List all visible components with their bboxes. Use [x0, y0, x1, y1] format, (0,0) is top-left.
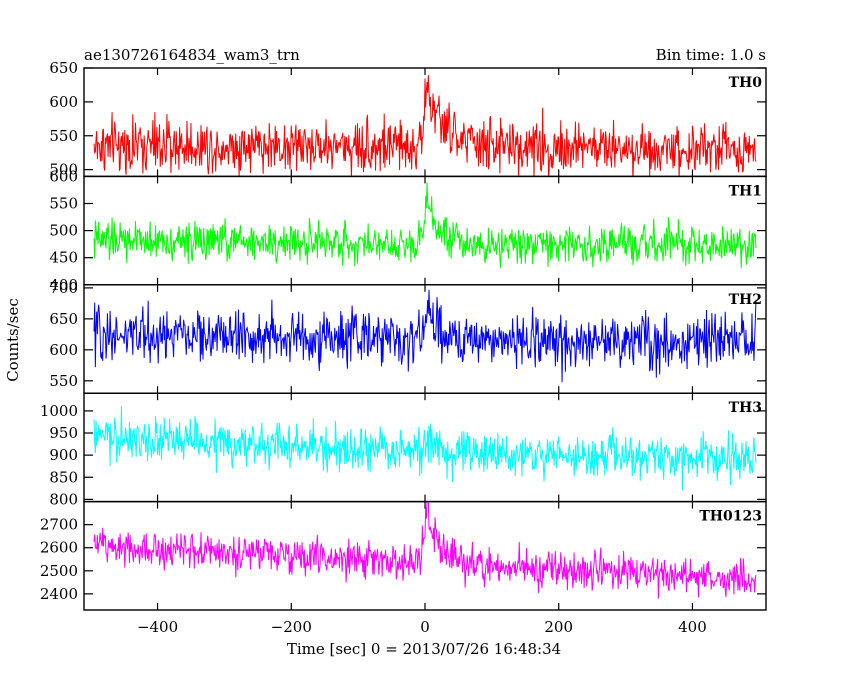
x-axis-label: Time [sec] 0 = 2013/07/26 16:48:34 — [287, 640, 561, 658]
y-tick-label: 2700 — [40, 516, 78, 534]
panel-label: TH0123 — [699, 509, 762, 525]
y-tick-label: 2600 — [40, 539, 78, 557]
y-tick-label: 700 — [49, 279, 78, 297]
panel-th0123: 2400 2500 2600 2700 TH0123 — [40, 500, 767, 611]
x-tick-label: −200 — [271, 618, 312, 636]
y-tick-label: 450 — [49, 249, 78, 267]
y-tick-label: 600 — [49, 341, 78, 359]
y-tick-label: 500 — [49, 222, 78, 240]
y-tick-label: 400 — [49, 276, 78, 294]
panels-group: 500 550 600 650 TH0 400 450 500 550 600 TH1 550 600 6… — [40, 59, 767, 636]
y-tick-label: 600 — [49, 93, 78, 111]
y-tick-label: 2500 — [40, 562, 78, 580]
x-tick-label: −400 — [137, 618, 178, 636]
y-tick-label: 550 — [49, 372, 78, 390]
y-axis-label: Counts/sec — [4, 298, 22, 382]
series-th2 — [93, 289, 757, 383]
y-tick-label: 650 — [49, 310, 78, 328]
panel-th2: 550 600 650 700 TH2 — [49, 279, 767, 394]
series-th0123 — [93, 501, 757, 599]
x-tick-label: 200 — [544, 618, 573, 636]
y-tick-label: 600 — [49, 167, 78, 185]
panel-label: TH3 — [729, 400, 762, 416]
x-tick-label: 400 — [678, 618, 707, 636]
y-tick-label: 850 — [49, 468, 78, 486]
panel-label: TH2 — [729, 292, 762, 308]
panel-label: TH1 — [729, 183, 762, 199]
y-tick-label: 1000 — [40, 402, 78, 420]
y-tick-label: 950 — [49, 424, 78, 442]
x-tick-label: 0 — [420, 618, 430, 636]
y-tick-label: 550 — [49, 195, 78, 213]
series-th0 — [93, 75, 757, 177]
y-tick-label: 550 — [49, 127, 78, 145]
panel-th1: 400 450 500 550 600 TH1 — [49, 167, 767, 294]
bin-time-label: Bin time: 1.0 s — [656, 46, 766, 64]
panel-th0: 500 550 600 650 TH0 — [49, 59, 767, 179]
y-tick-label: 500 — [49, 161, 78, 179]
y-tick-label: 2400 — [40, 585, 78, 603]
panel-th3: 800 850 900 950 1000 TH3 — [40, 392, 767, 508]
y-tick-label: 900 — [49, 446, 78, 464]
y-tick-label: 800 — [49, 490, 78, 508]
series-th3 — [93, 405, 757, 491]
y-tick-label: 650 — [49, 59, 78, 77]
series-th1 — [93, 182, 757, 269]
chart-title: ae130726164834_wam3_trn — [84, 46, 300, 64]
panel-label: TH0 — [729, 75, 763, 91]
